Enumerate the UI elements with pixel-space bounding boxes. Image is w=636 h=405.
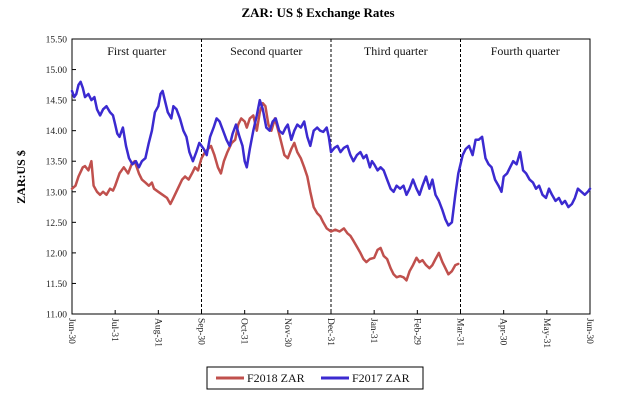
y-tick-label: 14.50 <box>46 97 68 107</box>
y-tick-label: 15.50 <box>46 36 68 46</box>
quarter-dividers <box>201 39 591 314</box>
x-tick-label: Apr-30 <box>498 318 508 345</box>
y-tick-label: 15.00 <box>46 66 68 76</box>
quarter-label: Second quarter <box>230 44 302 58</box>
x-tick-label: Jun-30 <box>584 318 594 344</box>
x-tick-label: Sep-30 <box>196 318 206 345</box>
y-tick-label: 11.50 <box>46 280 67 290</box>
y-axis-label: ZAR:US $ <box>14 150 28 204</box>
x-tick-label: Jul-31 <box>109 318 119 342</box>
chart-title: ZAR: US $ Exchange Rates <box>241 5 394 20</box>
quarter-label: Fourth quarter <box>491 44 560 58</box>
legend-box <box>206 366 424 390</box>
y-tick-label: 13.50 <box>46 158 68 168</box>
legend: F2018 ZAR F2017 ZAR <box>206 366 424 390</box>
series-lines <box>70 80 592 282</box>
x-tick-label: Aug-31 <box>152 318 162 347</box>
quarter-label: Third quarter <box>364 44 428 58</box>
legend-label-f2018: F2018 ZAR <box>247 371 305 385</box>
y-tick-label: 14.00 <box>46 127 68 137</box>
x-tick-label: Jan-31 <box>368 318 378 344</box>
x-tick-label: Oct-31 <box>239 318 249 345</box>
x-tick-label: May-31 <box>541 318 551 348</box>
y-tick-label: 12.00 <box>46 249 68 259</box>
quarter-labels: First quarter Second quarter Third quarter… <box>107 44 559 58</box>
y-tick-label: 13.00 <box>46 188 68 198</box>
y-tick-label: 12.50 <box>46 219 68 229</box>
x-tick-label: Dec-31 <box>325 318 335 346</box>
x-tick-label: Nov-30 <box>282 318 292 347</box>
y-axis: 11.00 11.50 12.00 12.50 13.00 13.50 14.00 14.50… <box>46 36 76 321</box>
f2018-zar-line <box>70 101 460 282</box>
x-tick-label: Mar-31 <box>455 318 465 347</box>
quarter-label: First quarter <box>107 44 166 58</box>
x-tick-label: Feb-29 <box>411 318 421 345</box>
y-tick-label: 11.00 <box>46 311 67 321</box>
legend-label-f2017: F2017 ZAR <box>352 371 410 385</box>
f2017-zar-line <box>70 80 592 227</box>
x-axis: Jun-30 Jul-31 Aug-31 Sep-30 Oct-31 Nov-30 Dec-… <box>66 310 594 348</box>
x-tick-label: Jun-30 <box>66 318 76 344</box>
